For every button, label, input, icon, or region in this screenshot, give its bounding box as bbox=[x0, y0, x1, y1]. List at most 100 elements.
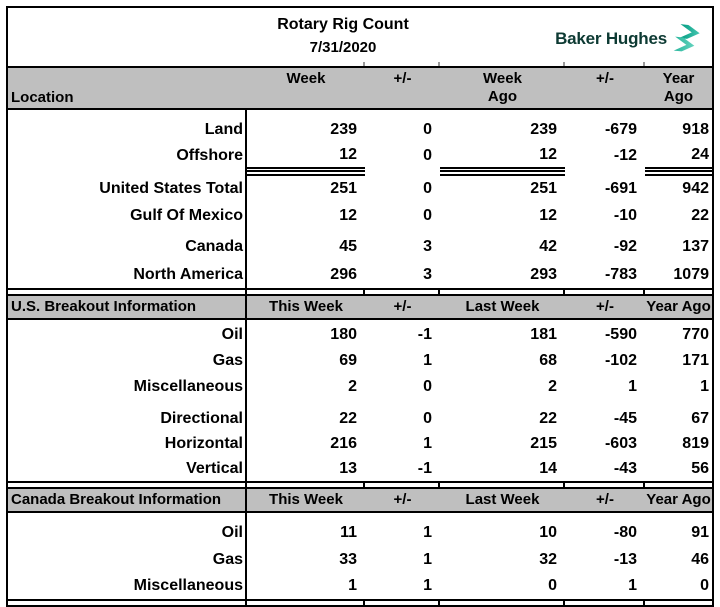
total-double-rule bbox=[8, 169, 712, 177]
cell-label: North America bbox=[133, 266, 243, 283]
col-header-last-week: Last Week bbox=[465, 491, 540, 508]
column-tick bbox=[245, 601, 247, 605]
cell-year-ago: 22 bbox=[691, 207, 709, 224]
cell-change-1: -1 bbox=[417, 326, 432, 343]
cell-change-2: -590 bbox=[604, 326, 637, 343]
cell-this-week: 22 bbox=[339, 410, 357, 427]
cell-change-1: 1 bbox=[423, 524, 432, 541]
col-header-change-2: +/- bbox=[596, 491, 614, 508]
rule-spacer bbox=[365, 169, 440, 177]
cell-week: 45 bbox=[339, 238, 357, 255]
cell-label: Miscellaneous bbox=[133, 577, 243, 594]
col-header-week-ago-line1: Week bbox=[483, 70, 522, 87]
cell-year-ago: 91 bbox=[691, 524, 709, 541]
cell-year-ago: 46 bbox=[691, 551, 709, 568]
cell-year-ago: 1079 bbox=[673, 266, 709, 283]
cell-change-1: 0 bbox=[423, 378, 432, 395]
cell-label: Land bbox=[204, 121, 243, 138]
cell-label: Vertical bbox=[186, 460, 243, 477]
column-tick bbox=[363, 62, 365, 66]
col-header-week-ago-line2: Ago bbox=[487, 88, 518, 105]
report-header: Rotary Rig Count 7/31/2020 Baker Hughes bbox=[8, 8, 712, 62]
cell-this-week: 69 bbox=[339, 352, 357, 369]
cell-year-ago: 24 bbox=[645, 143, 712, 169]
cell-week-ago: 12 bbox=[539, 207, 557, 224]
cell-week: 12 bbox=[339, 207, 357, 224]
col-header-change-2: +/- bbox=[565, 68, 645, 108]
location-table-section: Land 239 0 239 -679 918 Offshore 12 0 12… bbox=[8, 110, 712, 290]
rule-year-ago bbox=[645, 169, 712, 177]
col-header-year-ago: Year Ago bbox=[645, 68, 712, 108]
cell-year-ago: 56 bbox=[691, 460, 709, 477]
col-header-year-ago-line2: Ago bbox=[663, 88, 694, 105]
column-tick bbox=[363, 290, 365, 294]
column-tick-strip bbox=[8, 601, 712, 605]
cell-change-2: -12 bbox=[613, 147, 637, 164]
rule-spacer bbox=[565, 169, 645, 177]
cell-change-2: -603 bbox=[604, 435, 637, 452]
cell-change-2: -92 bbox=[613, 238, 637, 255]
section-header-label: U.S. Breakout Information bbox=[11, 298, 197, 315]
cell-this-week: 33 bbox=[339, 551, 357, 568]
cell-change-1: 0 bbox=[423, 180, 432, 197]
cell-this-week: 180 bbox=[330, 326, 357, 343]
brand-chevron-icon bbox=[672, 24, 704, 54]
canada-breakout-section: Oil 11 1 10 -80 91 Gas 33 1 32 -13 46 Mi… bbox=[8, 513, 712, 601]
cell-change-2: -102 bbox=[604, 352, 637, 369]
page-title: Rotary Rig Count bbox=[277, 16, 409, 33]
row-us-gas: Gas 69 1 68 -102 171 bbox=[8, 348, 712, 374]
cell-change-1: 0 bbox=[423, 410, 432, 427]
column-divider bbox=[245, 489, 247, 511]
cell-change-1: 0 bbox=[423, 147, 432, 164]
cell-change-2: -783 bbox=[604, 266, 637, 283]
section-header-label: Canada Breakout Information bbox=[11, 491, 222, 508]
us-breakout-header-row: U.S. Breakout Information This Week +/- … bbox=[8, 294, 712, 320]
column-divider bbox=[245, 320, 247, 481]
cell-year-ago: 942 bbox=[682, 180, 709, 197]
row-offshore: Offshore 12 0 12 -12 24 bbox=[8, 143, 712, 169]
col-header-change-1: +/- bbox=[365, 68, 440, 108]
rule-week bbox=[247, 169, 365, 177]
cell-week-ago: 12 bbox=[440, 143, 565, 169]
col-header-last-week: Last Week bbox=[465, 298, 540, 315]
cell-change-1: 1 bbox=[423, 551, 432, 568]
column-tick bbox=[563, 62, 565, 66]
baker-hughes-logo: Baker Hughes bbox=[555, 24, 704, 54]
column-tick bbox=[563, 601, 565, 605]
col-header-week: Week bbox=[247, 68, 365, 108]
cell-label: Oil bbox=[221, 326, 243, 343]
col-header-year-ago: Year Ago bbox=[646, 298, 711, 315]
col-header-year-ago: Year Ago bbox=[646, 491, 711, 508]
col-header-year-ago-line1: Year bbox=[662, 70, 695, 87]
cell-week-ago: 293 bbox=[530, 266, 557, 283]
cell-year-ago: 171 bbox=[682, 352, 709, 369]
column-tick-strip bbox=[8, 290, 712, 294]
cell-year-ago: 0 bbox=[700, 577, 709, 594]
cell-change-2: -13 bbox=[613, 551, 637, 568]
column-tick bbox=[643, 62, 645, 66]
column-tick bbox=[643, 290, 645, 294]
cell-year-ago: 918 bbox=[682, 121, 709, 138]
row-us-directional: Directional 22 0 22 -45 67 bbox=[8, 406, 712, 431]
cell-label: Canada bbox=[185, 238, 243, 255]
cell-change-2: -45 bbox=[613, 410, 637, 427]
cell-week: 12 bbox=[247, 143, 365, 169]
double-rule bbox=[645, 170, 712, 176]
double-rule bbox=[247, 170, 365, 176]
cell-week-ago: 42 bbox=[539, 238, 557, 255]
cell-last-week: 215 bbox=[530, 435, 557, 452]
cell-change-2: -10 bbox=[613, 207, 637, 224]
cell-this-week: 2 bbox=[348, 378, 357, 395]
cell-label: Gulf Of Mexico bbox=[130, 207, 243, 224]
cell-change-2: 1 bbox=[628, 378, 637, 395]
cell-change-1: 1 bbox=[423, 352, 432, 369]
cell-week: 296 bbox=[330, 266, 357, 283]
row-canada-miscellaneous: Miscellaneous 1 1 0 1 0 bbox=[8, 573, 712, 599]
row-canada-oil: Oil 11 1 10 -80 91 bbox=[8, 519, 712, 546]
cell-this-week: 1 bbox=[348, 577, 357, 594]
cell-week-ago: 251 bbox=[530, 180, 557, 197]
rule-week-ago bbox=[440, 169, 565, 177]
column-tick bbox=[563, 483, 565, 487]
cell-this-week: 216 bbox=[330, 435, 357, 452]
